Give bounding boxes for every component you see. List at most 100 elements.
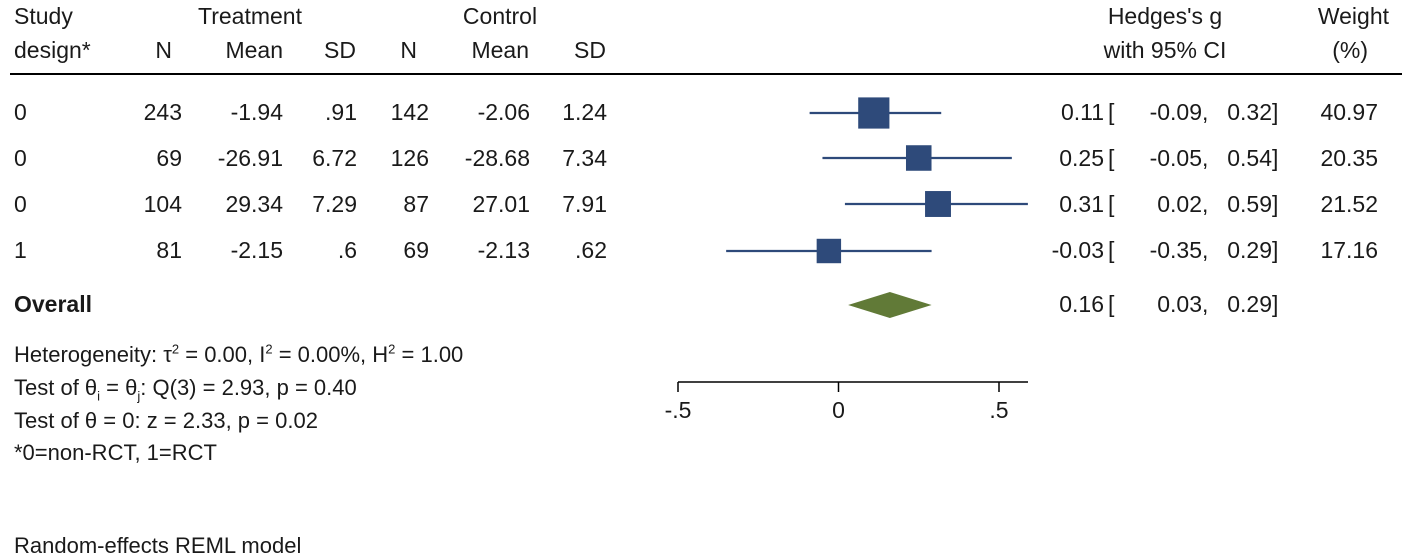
- overall-label: Overall: [14, 291, 92, 317]
- ci-comma: ,: [1202, 145, 1209, 171]
- cell-control-mean: 27.01: [472, 191, 530, 217]
- header-rule: [10, 73, 1402, 75]
- ci-comma: ,: [1202, 191, 1209, 217]
- overall-ci-low: 0.03: [1157, 291, 1202, 317]
- header-control-mean: Mean: [471, 37, 529, 63]
- cell-ci-high: 0.32: [1227, 99, 1272, 125]
- cell-control-n: 126: [390, 145, 429, 171]
- ci-comma: ,: [1202, 291, 1209, 317]
- cell-ci-high: 0.29: [1227, 237, 1272, 263]
- cell-control-sd: .62: [575, 237, 607, 263]
- cell-ci-high: 0.59: [1227, 191, 1272, 217]
- cell-treatment-mean: -1.94: [230, 99, 283, 125]
- test1-equals: =: [100, 375, 126, 400]
- theta-symbol: θ: [125, 375, 138, 400]
- ci-open-bracket: [: [1108, 191, 1115, 217]
- het-h2: = 0.00%, H: [272, 342, 389, 367]
- header-treatment-sd: SD: [324, 37, 356, 63]
- header-control-n: N: [400, 37, 417, 63]
- cell-ci-low: -0.09: [1149, 99, 1202, 125]
- tau-squared-sup: 2: [171, 341, 180, 357]
- overall-effect-test: Test of θ = 0: z = 2.33, p = 0.02: [14, 408, 318, 433]
- header-hedges: Hedges's g: [1107, 3, 1223, 29]
- ci-open-bracket: [: [1108, 99, 1115, 125]
- cell-control-n: 87: [403, 191, 429, 217]
- header-treatment-n: N: [155, 37, 172, 63]
- het-h2-value: = 1.00: [395, 342, 464, 367]
- cell-ci-low: -0.35: [1149, 237, 1202, 263]
- header-design: design*: [14, 37, 91, 63]
- study-marker: [858, 97, 890, 129]
- cell-control-sd: 1.24: [562, 99, 607, 125]
- ci-open-bracket: [: [1108, 291, 1115, 317]
- cell-treatment-mean: 29.34: [225, 191, 283, 217]
- theta-sub-i: i: [97, 388, 101, 404]
- study-marker: [816, 238, 842, 264]
- cell-treatment-mean: -2.15: [230, 237, 283, 263]
- ci-open-bracket: [: [1108, 237, 1115, 263]
- study-marker: [925, 191, 951, 217]
- cell-hedges-g: 0.11: [1060, 99, 1104, 125]
- cell-weight: 40.97: [1320, 99, 1378, 125]
- heterogeneity-stats: Heterogeneity: τ2 = 0.00, I2 = 0.00%, H2…: [14, 342, 463, 368]
- ci-open-bracket: [: [1108, 145, 1115, 171]
- cell-hedges-g: -0.03: [1051, 237, 1104, 263]
- cell-design: 0: [14, 145, 27, 171]
- i-squared-sup: 2: [265, 341, 273, 357]
- header-control: Control: [462, 3, 538, 29]
- ci-close-bracket: ]: [1272, 99, 1279, 125]
- header-control-sd: SD: [574, 37, 606, 63]
- cell-control-n: 142: [390, 99, 429, 125]
- cell-treatment-n: 69: [156, 145, 182, 171]
- cell-ci-low: -0.05: [1149, 145, 1202, 171]
- cell-treatment-sd: 6.72: [312, 145, 357, 171]
- cell-control-mean: -2.13: [477, 237, 530, 263]
- overall-hedges-g: 0.16: [1059, 291, 1104, 317]
- ci-comma: ,: [1202, 99, 1209, 125]
- cell-treatment-sd: 7.29: [312, 191, 357, 217]
- cell-treatment-n: 104: [143, 191, 182, 217]
- design-footnote: *0=non-RCT, 1=RCT: [14, 440, 217, 465]
- theta-symbol: θ: [84, 375, 98, 400]
- cell-design: 1: [14, 237, 27, 263]
- cell-treatment-sd: .91: [325, 99, 357, 125]
- het-i2: = 0.00, I: [179, 342, 266, 367]
- overall-diamond: [848, 292, 932, 318]
- cell-design: 0: [14, 99, 27, 125]
- x-tick-label: .5: [989, 397, 1008, 423]
- het-prefix: Heterogeneity: τ: [14, 342, 172, 367]
- cell-weight: 21.52: [1320, 191, 1378, 217]
- ci-close-bracket: ]: [1272, 237, 1279, 263]
- h-squared-sup: 2: [388, 341, 396, 357]
- cell-ci-low: 0.02: [1157, 191, 1202, 217]
- cell-treatment-n: 243: [143, 99, 182, 125]
- cell-treatment-n: 81: [156, 237, 182, 263]
- ci-close-bracket: ]: [1272, 291, 1279, 317]
- cell-ci-high: 0.54: [1227, 145, 1272, 171]
- overall-ci-high: 0.29: [1227, 291, 1272, 317]
- test1-result: : Q(3) = 2.93, p = 0.40: [140, 375, 357, 400]
- cell-weight: 20.35: [1320, 145, 1378, 171]
- cell-control-mean: -28.68: [464, 145, 530, 171]
- cell-weight: 17.16: [1320, 237, 1378, 263]
- cell-control-mean: -2.06: [477, 99, 530, 125]
- header-ci: with 95% CI: [1103, 37, 1227, 63]
- theta-sub-j: j: [137, 388, 141, 404]
- header-weight-pct: (%): [1332, 37, 1368, 63]
- test1-prefix: Test of: [14, 375, 85, 400]
- cell-control-n: 69: [403, 237, 429, 263]
- x-tick-label: 0: [832, 397, 845, 423]
- cell-hedges-g: 0.25: [1059, 145, 1104, 171]
- cell-control-sd: 7.91: [562, 191, 607, 217]
- ci-comma: ,: [1202, 237, 1209, 263]
- model-note: Random-effects REML model: [14, 533, 302, 558]
- cell-treatment-mean: -26.91: [217, 145, 283, 171]
- ci-close-bracket: ]: [1272, 145, 1279, 171]
- header-treatment-mean: Mean: [225, 37, 283, 63]
- cell-treatment-sd: .6: [337, 237, 357, 263]
- x-tick-label: -.5: [665, 397, 692, 423]
- cell-control-sd: 7.34: [562, 145, 607, 171]
- ci-close-bracket: ]: [1272, 191, 1279, 217]
- header-study: Study: [14, 3, 73, 29]
- header-treatment: Treatment: [198, 3, 302, 29]
